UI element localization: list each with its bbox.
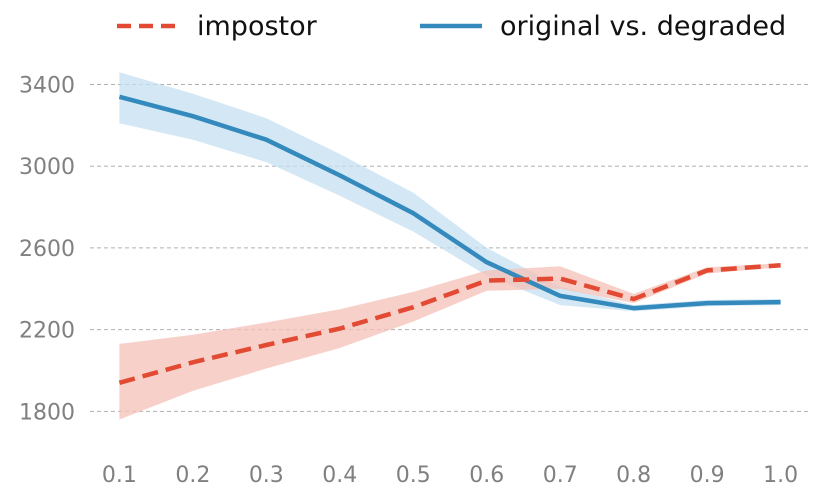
y-tick-label-2200: 2200 xyxy=(19,319,75,344)
band-original-vs-degraded xyxy=(119,72,781,312)
band-impostor xyxy=(119,263,781,420)
legend: impostor original vs. degraded xyxy=(0,6,830,46)
y-axis-tick-labels: 1800 2200 2600 3000 3400 xyxy=(19,74,75,426)
legend-item-impostor: impostor xyxy=(117,6,317,46)
x-tick-label-0.7: 0.7 xyxy=(543,463,578,488)
legend-item-original: original vs. degraded xyxy=(420,6,786,46)
series-lines xyxy=(118,94,781,385)
x-tick-label-0.2: 0.2 xyxy=(175,463,210,488)
x-tick-label-0.3: 0.3 xyxy=(249,463,284,488)
legend-label-original: original vs. degraded xyxy=(500,10,787,42)
y-tick-label-1800: 1800 xyxy=(19,400,75,425)
x-tick-label-0.6: 0.6 xyxy=(469,463,504,488)
legend-label-impostor: impostor xyxy=(197,10,317,42)
line-original-vs-degraded xyxy=(118,94,781,311)
x-tick-label-0.5: 0.5 xyxy=(396,463,431,488)
legend-swatch-original xyxy=(420,23,482,29)
x-tick-label-1.0: 1.0 xyxy=(763,463,798,488)
y-tick-label-3000: 3000 xyxy=(19,155,75,180)
y-tick-label-2600: 2600 xyxy=(19,237,75,262)
legend-swatch-impostor xyxy=(117,23,179,29)
x-tick-label-0.1: 0.1 xyxy=(102,463,137,488)
x-axis-tick-labels: 0.1 0.2 0.3 0.4 0.5 0.6 0.7 0.8 0.9 1.0 xyxy=(102,463,798,488)
line-impostor xyxy=(118,263,781,385)
x-tick-label-0.4: 0.4 xyxy=(322,463,357,488)
x-tick-label-0.9: 0.9 xyxy=(690,463,725,488)
x-tick-label-0.8: 0.8 xyxy=(616,463,651,488)
y-tick-label-3400: 3400 xyxy=(19,74,75,99)
